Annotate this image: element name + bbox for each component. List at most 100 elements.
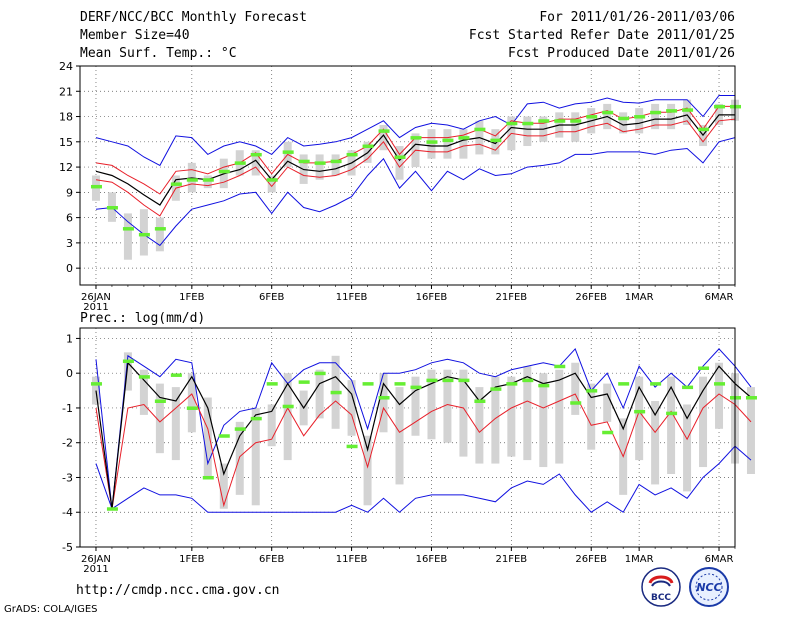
range-box xyxy=(155,217,164,252)
y-tick-label: -4 xyxy=(62,506,73,519)
grads-credit: GrADS: COLA/IGES xyxy=(4,604,98,615)
x-tick-label: 1FEB xyxy=(179,292,204,303)
forecast-marker xyxy=(650,382,662,386)
range-box xyxy=(427,369,436,440)
forecast-marker xyxy=(554,119,566,123)
forecast-marker xyxy=(442,378,454,383)
forecast-marker xyxy=(362,382,374,386)
forecast-marker xyxy=(250,152,262,157)
range-box xyxy=(427,129,436,159)
forecast-marker xyxy=(682,108,694,112)
range-box xyxy=(171,387,180,461)
x-tick-label: 1FEB xyxy=(179,554,204,565)
forecast-marker xyxy=(266,178,278,182)
forecast-marker xyxy=(618,116,630,121)
forecast-marker xyxy=(282,404,294,409)
forecast-marker xyxy=(202,178,214,182)
x-tick-label: 26JAN xyxy=(81,292,111,303)
y-tick-label: -1 xyxy=(62,402,73,415)
y-tick-label: 0 xyxy=(66,367,73,380)
forecast-marker xyxy=(586,389,598,393)
y-tick-label: 21 xyxy=(59,85,73,98)
y-tick-label: 1 xyxy=(66,332,73,345)
range-box xyxy=(315,154,324,180)
forecast-marker xyxy=(250,416,262,421)
range-box xyxy=(523,366,532,461)
range-box xyxy=(347,380,356,436)
forecast-marker xyxy=(394,382,406,386)
series-lower-line xyxy=(95,393,752,509)
range-box xyxy=(491,376,500,464)
series-max-line xyxy=(95,95,735,167)
forecast-start-date: Fcst Started Refer Date 2011/01/25 xyxy=(468,28,735,43)
range-box xyxy=(683,99,692,125)
forecast-marker xyxy=(554,364,566,369)
range-box xyxy=(555,369,564,464)
chart-title: DERF/NCC/BCC Monthly Forecast xyxy=(80,10,307,25)
range-box xyxy=(523,116,532,147)
forecast-period: For 2011/01/26-2011/03/06 xyxy=(539,10,735,25)
forecast-marker xyxy=(602,110,614,115)
forecast-marker xyxy=(106,206,118,210)
range-box xyxy=(587,383,596,450)
x-tick-label: 6FEB xyxy=(259,554,284,565)
forecast-marker xyxy=(538,119,550,123)
forecast-marker xyxy=(570,401,582,405)
series-lower-line xyxy=(95,118,736,217)
forecast-marker xyxy=(522,121,534,126)
forecast-marker xyxy=(330,390,342,395)
forecast-marker xyxy=(266,382,278,386)
range-box xyxy=(123,213,132,260)
forecast-marker xyxy=(714,104,726,109)
x-tick-label: 11FEB xyxy=(336,554,368,565)
plot-frame xyxy=(79,327,736,548)
forecast-marker xyxy=(506,121,518,126)
range-box xyxy=(667,376,676,474)
range-box xyxy=(395,146,404,180)
forecast-marker xyxy=(202,475,214,480)
forecast-marker xyxy=(298,380,310,384)
x-tick-label: 16FEB xyxy=(416,292,448,303)
forecast-marker xyxy=(218,169,230,174)
range-box xyxy=(203,397,212,478)
x-tick-label: 21FEB xyxy=(496,554,528,565)
forecast-marker xyxy=(506,382,518,386)
range-box xyxy=(683,404,692,492)
range-box xyxy=(443,129,452,159)
range-box xyxy=(507,376,516,457)
range-box xyxy=(651,401,660,485)
forecast-marker xyxy=(90,382,102,386)
range-box xyxy=(251,150,260,176)
forecast-marker xyxy=(346,152,358,157)
source-url[interactable]: http://cmdp.ncc.cma.gov.cn xyxy=(76,583,280,598)
x-tick-label: 16FEB xyxy=(416,554,448,565)
forecast-marker xyxy=(346,444,358,449)
forecast-marker xyxy=(234,427,246,431)
forecast-marker xyxy=(426,378,438,383)
range-box xyxy=(411,376,420,436)
range-box xyxy=(651,103,660,130)
forecast-marker xyxy=(138,232,150,237)
forecast-marker xyxy=(154,399,166,403)
forecast-marker xyxy=(442,138,454,143)
range-box xyxy=(475,387,484,464)
forecast-marker xyxy=(106,507,118,511)
y-tick-label: 6 xyxy=(66,212,73,225)
x-tick-label: 11FEB xyxy=(336,292,368,303)
x-tick-label: 1MAR xyxy=(625,554,654,565)
forecast-marker xyxy=(122,227,134,231)
range-box xyxy=(363,435,372,506)
temp-variable-label: Mean Surf. Temp.: °C xyxy=(80,46,237,61)
range-box xyxy=(267,404,276,447)
range-box xyxy=(139,369,148,415)
forecast-marker xyxy=(682,385,694,390)
forecast-marker xyxy=(490,138,502,143)
range-box xyxy=(123,352,132,391)
range-box xyxy=(443,369,452,443)
forecast-marker xyxy=(314,371,326,376)
series-min-line xyxy=(95,445,752,513)
forecast-marker xyxy=(458,136,470,140)
forecast-marker xyxy=(602,430,614,435)
